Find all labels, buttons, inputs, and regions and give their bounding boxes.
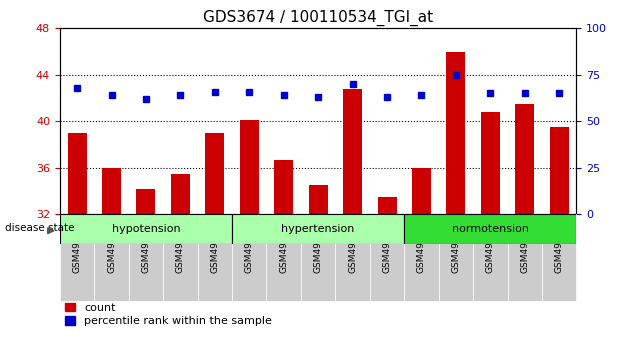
Text: disease state: disease state [5,223,74,233]
Bar [102,168,121,214]
Bar [473,214,508,301]
Bar [412,168,431,214]
Text: GSM493555: GSM493555 [279,218,288,273]
Bar [205,133,224,214]
Bar [309,185,328,214]
Legend: count, percentile rank within the sample: count, percentile rank within the sample [66,303,272,326]
Text: GSM493559: GSM493559 [72,218,81,273]
Bar [266,214,301,301]
Text: GSM493560: GSM493560 [107,218,116,273]
Bar [515,104,534,214]
Bar [163,214,198,301]
Bar [198,214,232,301]
Bar [232,214,404,244]
Bar [335,214,370,301]
Bar [60,214,232,244]
Text: GSM493566: GSM493566 [486,218,495,273]
Text: GSM493554: GSM493554 [245,218,254,273]
Bar [438,214,473,301]
Bar [129,214,163,301]
Bar [274,160,293,214]
Text: GSM493564: GSM493564 [417,218,426,273]
Bar [550,127,569,214]
Text: GSM493557: GSM493557 [348,218,357,273]
Title: GDS3674 / 100110534_TGI_at: GDS3674 / 100110534_TGI_at [203,9,433,25]
Text: normotension: normotension [452,224,529,234]
Bar [404,214,576,244]
Bar [377,197,396,214]
Text: GSM493562: GSM493562 [176,218,185,273]
Text: GSM493563: GSM493563 [210,218,219,273]
Bar [171,173,190,214]
Bar [481,112,500,214]
Bar [232,214,266,301]
Bar [404,214,438,301]
Bar [343,89,362,214]
Text: hypertension: hypertension [282,224,355,234]
Bar [542,214,576,301]
Text: GSM493558: GSM493558 [382,218,391,273]
Bar [301,214,335,301]
Bar [370,214,404,301]
Bar [137,189,156,214]
Bar [240,120,259,214]
Bar [60,214,94,301]
Text: GSM493561: GSM493561 [142,218,151,273]
Bar [67,133,86,214]
Bar [508,214,542,301]
Bar [447,52,466,214]
Text: GSM493567: GSM493567 [520,218,529,273]
Bar [94,214,129,301]
Text: GSM493556: GSM493556 [314,218,323,273]
Text: GSM493568: GSM493568 [555,218,564,273]
Text: hypotension: hypotension [112,224,180,234]
Text: GSM493565: GSM493565 [452,218,461,273]
